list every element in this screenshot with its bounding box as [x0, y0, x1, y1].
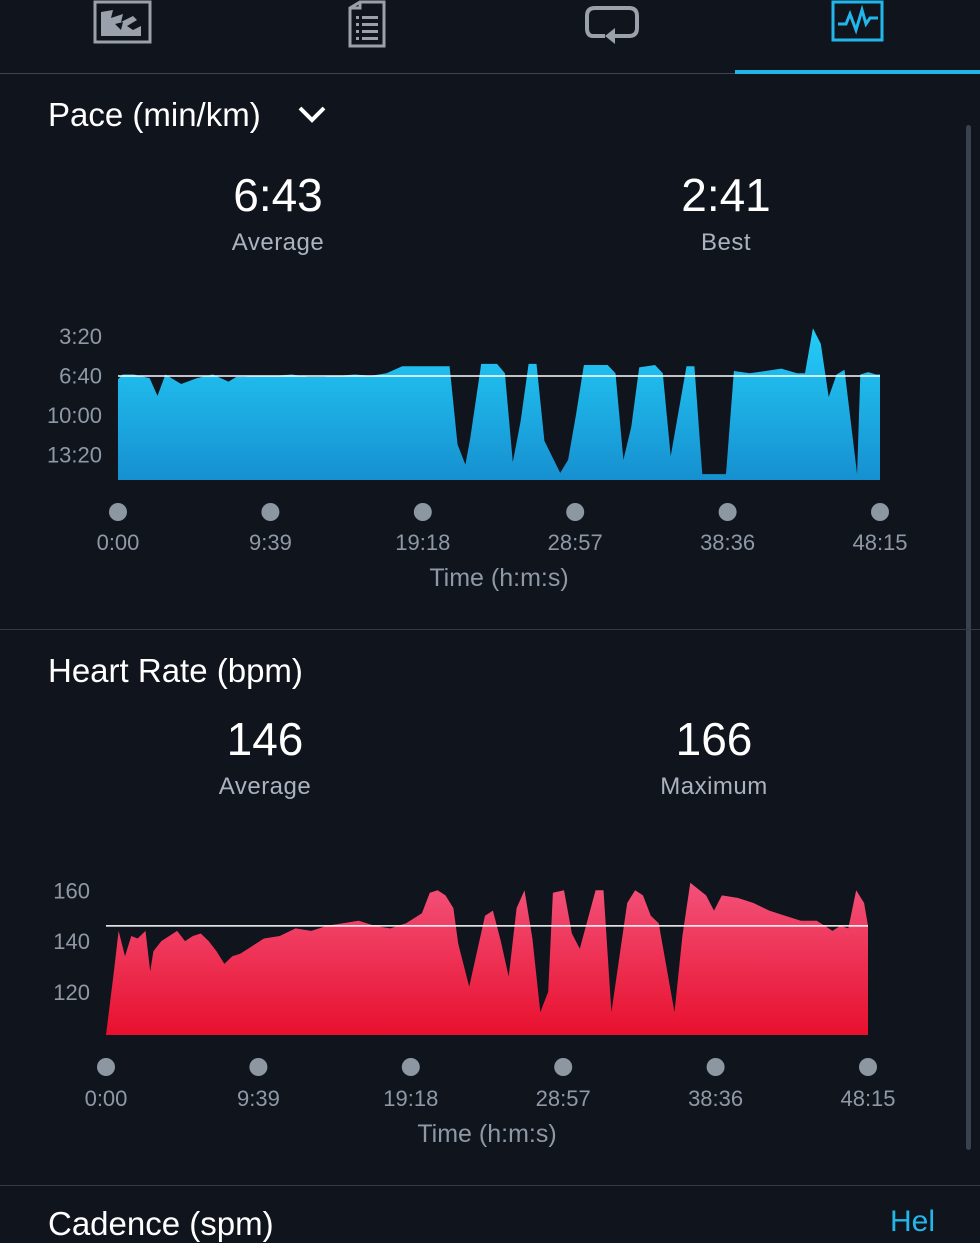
help-link[interactable]: Hel [890, 1205, 936, 1238]
x-tick-dot [706, 1058, 725, 1076]
x-tick-label: 19:18 [383, 1086, 438, 1111]
section-divider [0, 1185, 980, 1186]
pace-best-label: Best [700, 229, 752, 256]
pace-average-label: Average [231, 229, 325, 256]
x-tick-label: 9:39 [237, 1086, 280, 1111]
x-tick-dot [97, 1058, 115, 1076]
hr-max-label: Maximum [660, 773, 768, 800]
x-tick-label: 28:57 [536, 1086, 591, 1111]
tab-laps[interactable] [490, 0, 735, 72]
heart-rate-series-area [106, 882, 868, 1035]
x-tick-dot [401, 1058, 420, 1076]
pace-title: Pace (min/km) [48, 96, 261, 133]
x-tick-label: 0:00 [97, 530, 140, 555]
x-tick-label: 38:36 [688, 1086, 743, 1111]
tab-charts[interactable] [735, 0, 980, 72]
y-tick-label: 140 [53, 929, 90, 954]
y-tick-label: 3:20 [59, 324, 102, 349]
y-tick-label: 13:20 [47, 442, 102, 467]
x-tick-dot [718, 503, 737, 521]
map-icon [93, 0, 151, 44]
x-tick-dot [566, 503, 585, 521]
x-tick-label: 48:15 [852, 530, 907, 555]
x-tick-dot [859, 1058, 877, 1076]
section-divider [0, 629, 980, 630]
charts-icon [831, 0, 883, 42]
x-axis-label: Time (h:m:s) [429, 564, 568, 592]
x-tick-label: 19:18 [395, 530, 450, 555]
x-tick-label: 9:39 [249, 530, 292, 555]
pace-average-value: 6:43 [233, 169, 323, 221]
x-tick-label: 48:15 [840, 1086, 895, 1111]
y-tick-label: 6:40 [59, 363, 102, 388]
pace-best-value: 2:41 [681, 169, 771, 221]
active-tab-indicator [735, 70, 980, 74]
scrollbar[interactable] [966, 125, 971, 1150]
y-tick-label: 10:00 [47, 403, 102, 428]
tab-bar-divider [0, 73, 980, 74]
x-tick-label: 38:36 [700, 530, 755, 555]
y-tick-label: 120 [53, 980, 90, 1005]
hr-average-label: Average [218, 773, 312, 800]
tab-details[interactable] [245, 0, 490, 72]
tab-map[interactable] [0, 0, 245, 72]
cadence-title: Cadence (spm) [48, 1205, 274, 1242]
laps-icon [584, 6, 639, 44]
x-tick-label: 28:57 [548, 530, 603, 555]
pace-series-area [118, 328, 880, 480]
x-tick-dot [109, 503, 127, 521]
chevron-down-icon[interactable] [296, 104, 328, 126]
x-tick-dot [554, 1058, 573, 1076]
pace-chart[interactable]: 3:20 6:40 10:00 13:20 0:00 9:39 19:18 28:57 38:3… [0, 290, 980, 600]
stats-list-icon [348, 0, 385, 48]
tab-bar [0, 0, 980, 74]
hr-max-value: 166 [675, 713, 753, 765]
x-tick-dot [413, 503, 432, 521]
heart-rate-title: Heart Rate (bpm) [48, 652, 303, 689]
x-tick-dot [871, 503, 889, 521]
x-tick-label: 0:00 [85, 1086, 128, 1111]
heart-rate-chart[interactable]: 160 140 120 0:00 9:39 19:18 28:57 38:36 48:15 Tim… [0, 860, 980, 1160]
x-tick-dot [249, 1058, 268, 1076]
y-tick-label: 160 [53, 878, 90, 903]
x-axis-label: Time (h:m:s) [417, 1120, 556, 1148]
x-tick-dot [261, 503, 280, 521]
hr-average-value: 146 [226, 713, 304, 765]
